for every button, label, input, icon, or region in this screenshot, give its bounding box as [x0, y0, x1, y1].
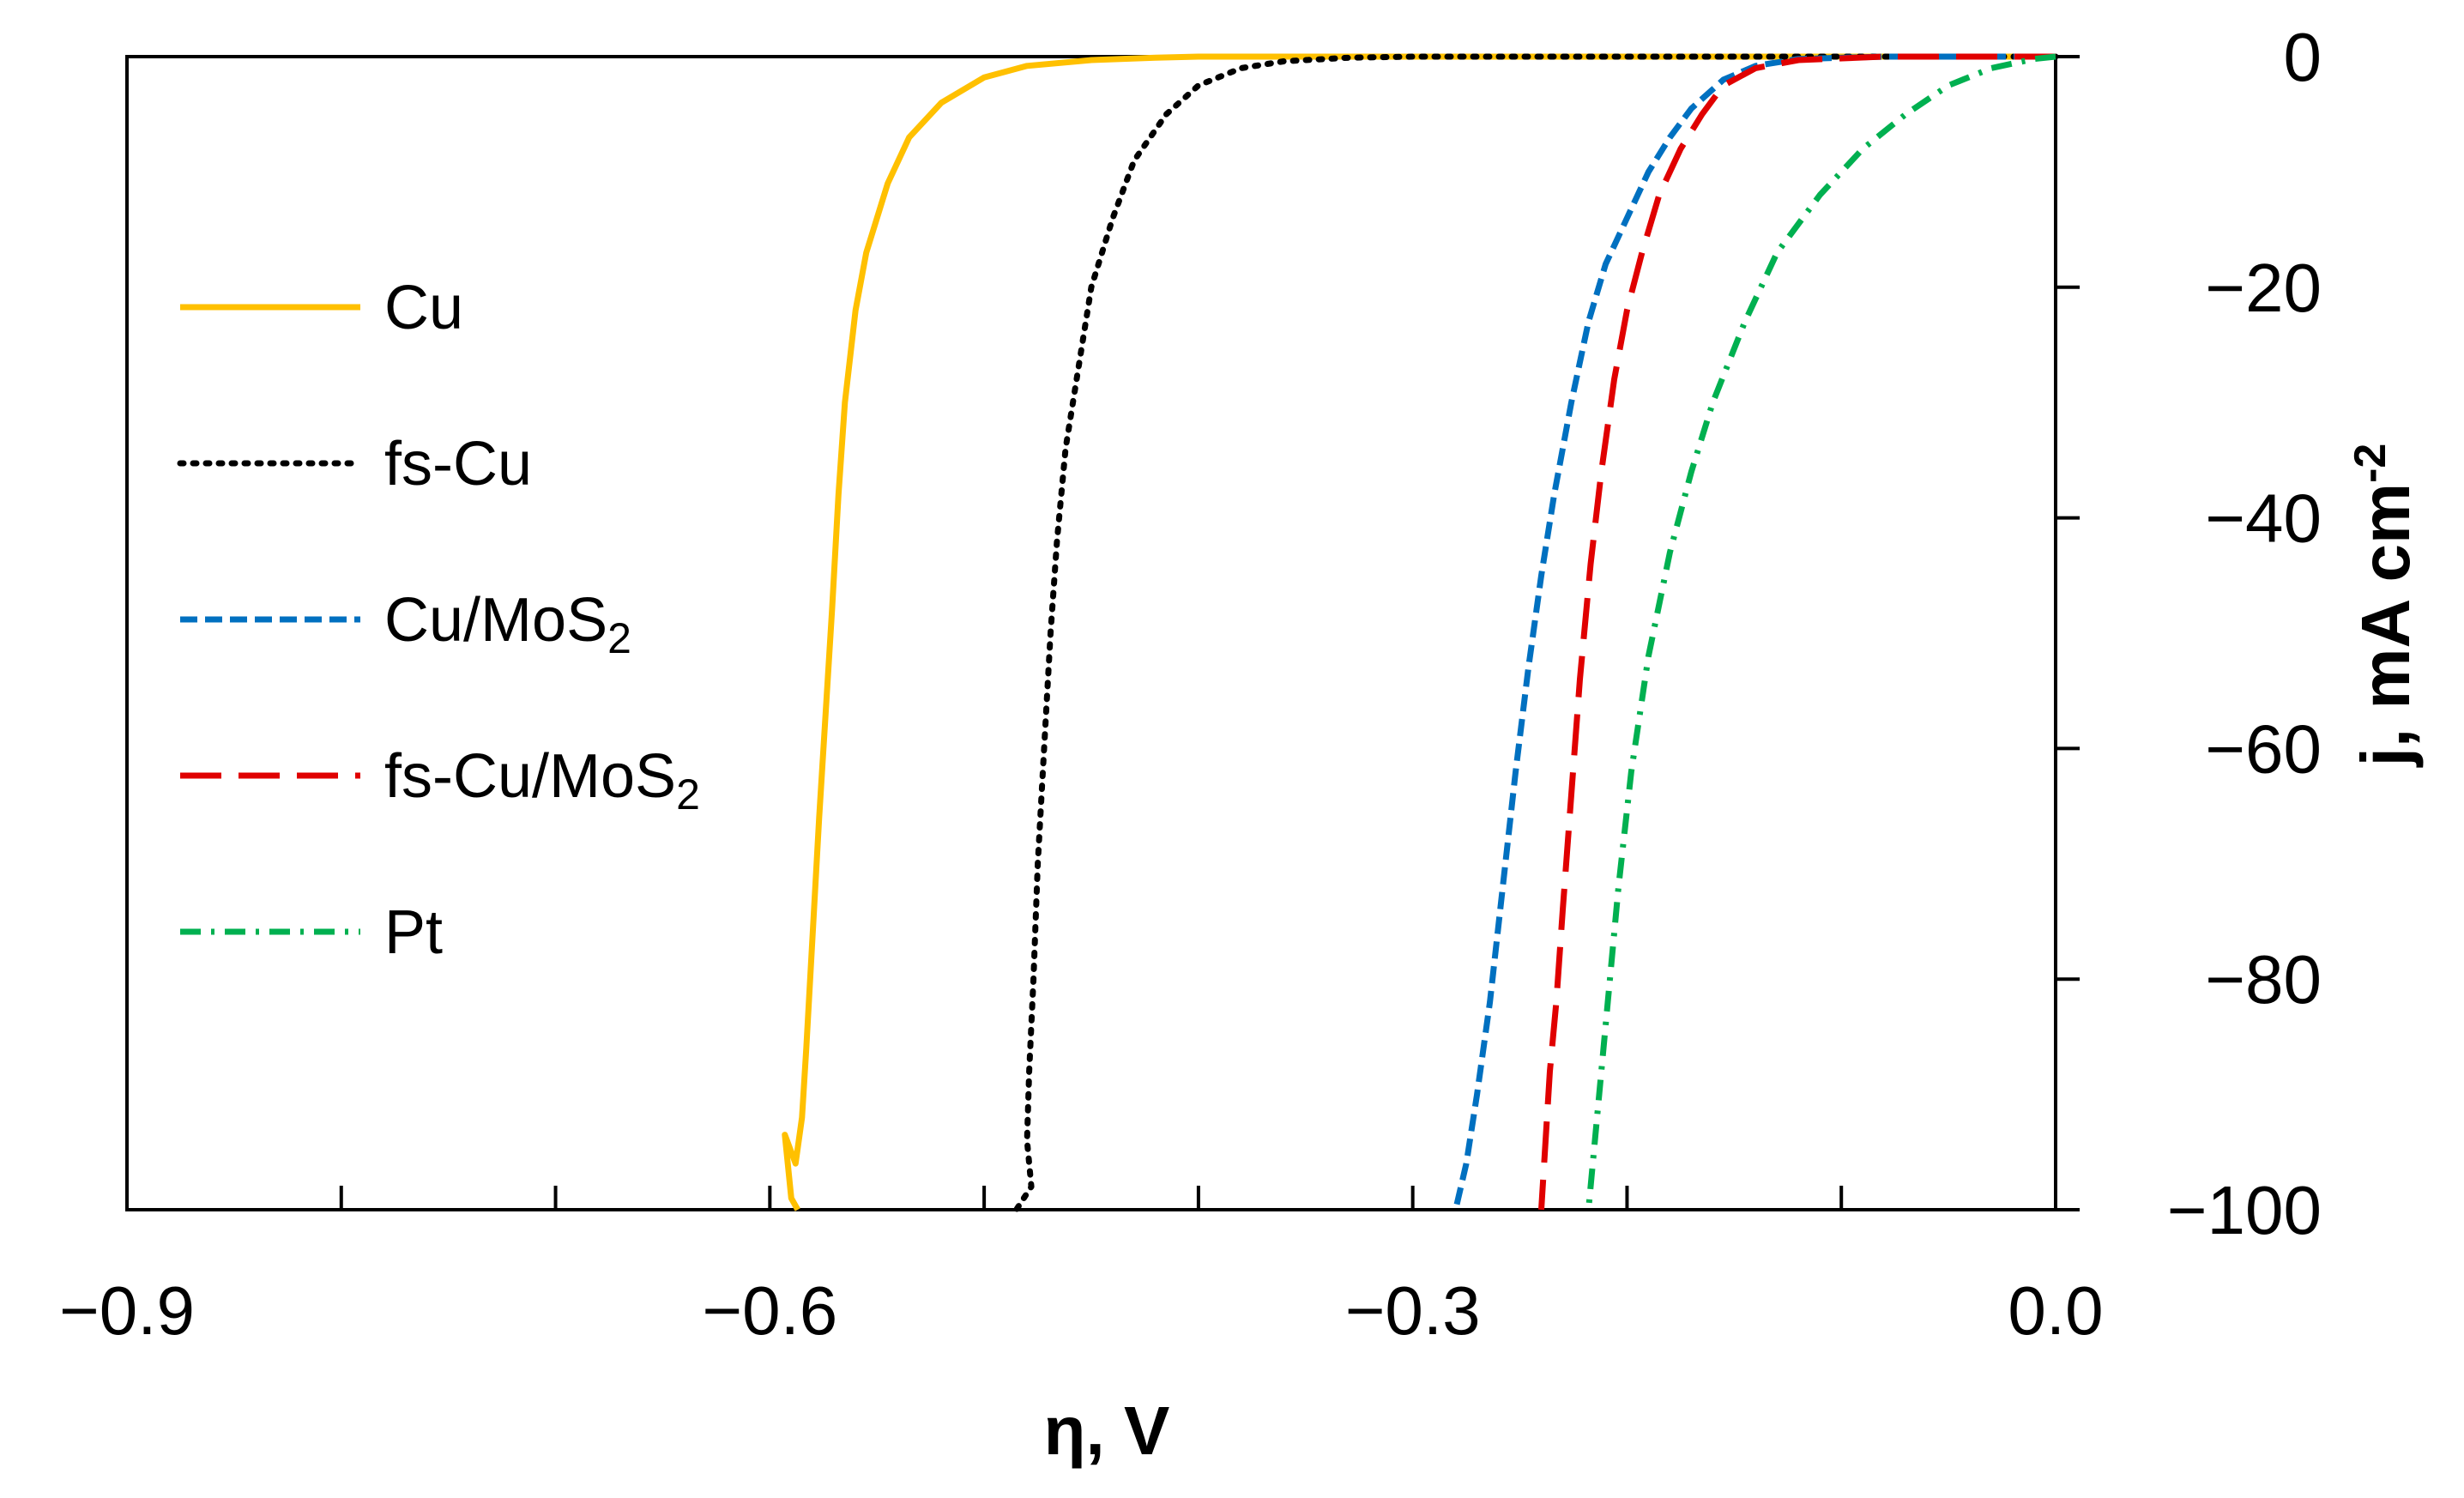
y-axis-title-superscript: -2 — [2346, 444, 2395, 483]
legend-label-main: Cu/MoS — [384, 586, 607, 655]
y-axis: 0 −20 −40 −60 −80 −100 — [2056, 19, 2322, 1248]
legend-label-main: Pt — [384, 898, 443, 967]
legend-item-fs-cu-mos2: fs-Cu/MoS2 — [180, 742, 700, 818]
series-line-fs-cu-mos2 — [1538, 53, 2056, 1211]
y-tick-label: 0 — [2284, 19, 2322, 95]
legend-label-main: fs-Cu — [384, 430, 532, 498]
x-tick-label: −0.9 — [59, 1272, 195, 1349]
legend-label: Cu — [384, 274, 463, 342]
y-tick-label: −60 — [2205, 710, 2322, 787]
legend-label: Pt — [384, 898, 443, 967]
series-line-cu — [782, 53, 2056, 1211]
x-axis-title: η, V — [1044, 1392, 1170, 1469]
legend-item-cu-mos2: Cu/MoS2 — [180, 586, 631, 662]
legend-label-main: Cu — [384, 274, 463, 342]
legend-label-subscript: 2 — [676, 770, 700, 818]
y-axis-title: j, mA cm-2 — [2346, 444, 2424, 769]
x-axis: −0.9 −0.6 −0.3 0.0 — [59, 1186, 2104, 1349]
legend-label-main: fs-Cu/MoS — [384, 742, 676, 811]
legend-item-pt: Pt — [180, 898, 443, 967]
series-line-pt — [1585, 53, 2056, 1211]
y-axis-title-main: j, mA cm — [2347, 483, 2424, 768]
legend-label: Cu/MoS2 — [384, 586, 631, 662]
legend-label: fs-Cu/MoS2 — [384, 742, 700, 818]
plot-area — [125, 53, 2059, 1213]
legend-label-subscript: 2 — [607, 614, 631, 662]
y-tick-label: −20 — [2205, 250, 2322, 326]
y-tick-label: −80 — [2205, 941, 2322, 1018]
y-tick-label: −40 — [2205, 480, 2322, 557]
x-tick-label: −0.3 — [1345, 1272, 1481, 1349]
legend-label: fs-Cu — [384, 430, 532, 498]
legend-item-fs-cu: fs-Cu — [177, 430, 532, 498]
series-line-fs-cu — [1013, 53, 2059, 1213]
y-tick-label: −100 — [2167, 1172, 2322, 1248]
x-tick-label: −0.6 — [702, 1272, 837, 1349]
plot-frame — [125, 55, 2057, 1211]
series-layer — [782, 53, 2059, 1213]
legend-item-cu: Cu — [180, 274, 463, 342]
x-tick-label: 0.0 — [2008, 1272, 2103, 1349]
